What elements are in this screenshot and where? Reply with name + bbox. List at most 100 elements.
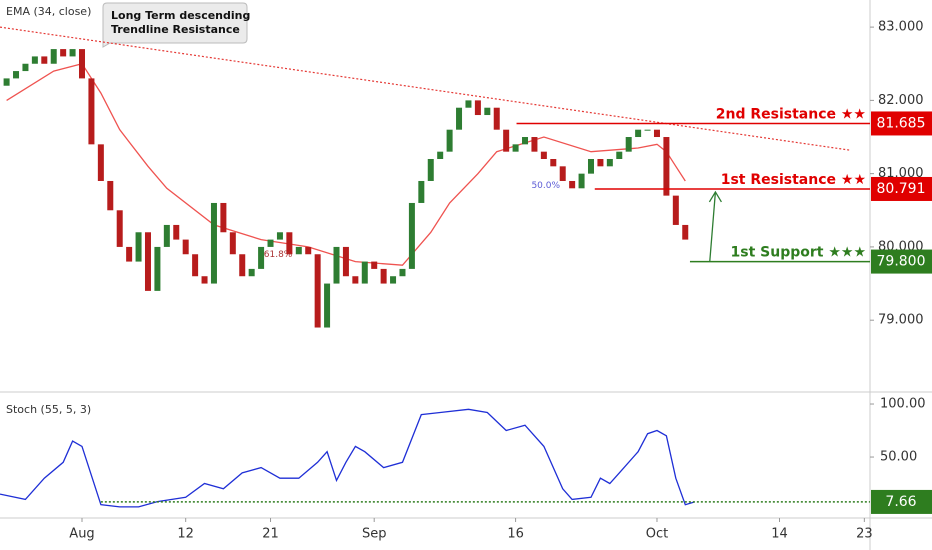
candle-body (192, 254, 199, 277)
candle-body (587, 158, 594, 174)
x-tick-label: 14 (771, 527, 788, 542)
candle-body (465, 100, 472, 108)
candle-body (60, 49, 67, 57)
ema-line (6, 62, 686, 266)
candle-body (314, 254, 321, 328)
candle-body (437, 151, 444, 159)
candle-body (616, 151, 623, 159)
candle-body (342, 246, 349, 277)
stoch-tag (871, 489, 932, 514)
candle-body (635, 129, 642, 138)
candle-body (88, 78, 95, 145)
candle-body (399, 268, 406, 277)
candle-body (276, 232, 283, 240)
candle-body (333, 246, 340, 284)
candle-body (248, 268, 255, 277)
y-tick-label: 82.000 (878, 93, 924, 108)
candle-body (456, 107, 463, 130)
candle-body (107, 180, 114, 211)
candle-body (512, 144, 519, 152)
trendline (0, 26, 851, 151)
fib-label: 50.0% (531, 181, 560, 191)
candle-body (13, 71, 20, 79)
candle-body (41, 56, 48, 64)
fib-label: 61.8% (264, 250, 293, 260)
x-tick-label: 16 (507, 527, 524, 542)
candle-body (154, 246, 161, 291)
y-tick-label: 79.000 (878, 313, 924, 328)
ema-label: EMA (34, close) (6, 5, 91, 18)
y2-tick-label: 100.00 (880, 397, 926, 412)
candle-body (201, 276, 208, 284)
candle-body (540, 151, 547, 159)
candle-body (606, 158, 613, 167)
candle-body (390, 276, 397, 284)
x-tick-label: Aug (69, 527, 94, 542)
candle-body (569, 180, 576, 189)
candle-body (427, 158, 434, 181)
candle-body (295, 246, 302, 255)
candle-body (644, 129, 651, 131)
candle-body (258, 246, 265, 269)
candle-body (597, 158, 604, 167)
candle-body (305, 246, 312, 255)
candle-body (380, 268, 387, 284)
level-name: 2nd Resistance ★★ (716, 106, 866, 122)
level-value: 80.791 (877, 181, 926, 197)
x-tick-label: Sep (362, 527, 387, 542)
level-name: 1st Support ★★★ (731, 245, 866, 261)
candle-body (79, 49, 86, 79)
candle-body (267, 239, 274, 247)
candle-body (173, 224, 180, 240)
stoch-line (0, 408, 695, 508)
stoch-value: 7.66 (885, 494, 916, 510)
candle-body (116, 210, 123, 247)
candle-body (446, 129, 453, 152)
level-tag (871, 176, 932, 201)
candle-body (474, 100, 481, 116)
candle-body (625, 137, 632, 152)
level-tag (871, 249, 932, 274)
candle-body (559, 166, 566, 181)
level-value: 81.685 (877, 115, 926, 131)
x-tick-label: Oct (646, 527, 668, 542)
candle-body (371, 261, 378, 269)
annotation-callout: Long Term descending Trendline Resistanc… (102, 2, 250, 48)
y2-tick-label: 50.00 (880, 450, 917, 465)
candle-body (418, 180, 425, 203)
candle-body (135, 232, 142, 262)
candle-body (578, 173, 585, 189)
arrow-head (708, 190, 722, 203)
callout-box (102, 2, 248, 48)
candle-body (484, 107, 491, 116)
candle-body (3, 78, 10, 86)
candle-body (493, 107, 500, 130)
arrow (709, 191, 717, 262)
candle-body (503, 129, 510, 152)
candle-body (163, 224, 170, 247)
candle-body (653, 129, 660, 138)
candle-body (239, 254, 246, 277)
candle-body (408, 202, 415, 269)
candle-body (361, 261, 368, 284)
candle-body (182, 239, 189, 255)
candle-body (144, 232, 151, 291)
candle-body (31, 56, 38, 64)
candle-body (672, 195, 679, 225)
x-tick-label: 12 (177, 527, 194, 542)
y-tick-label: 83.000 (878, 20, 924, 35)
level-name: 1st Resistance ★★ (721, 172, 866, 188)
candle-body (126, 246, 133, 262)
candle-body (210, 202, 217, 284)
candle-body (286, 232, 293, 255)
candle-body (220, 202, 227, 233)
annotation-text: Long Term descending (111, 9, 250, 22)
candle-body (229, 232, 236, 255)
candle-body (97, 144, 104, 181)
candle-body (352, 276, 359, 284)
candle-body (663, 137, 670, 196)
annotation-text: Trendline Resistance (111, 23, 240, 36)
level-value: 79.800 (877, 254, 926, 270)
